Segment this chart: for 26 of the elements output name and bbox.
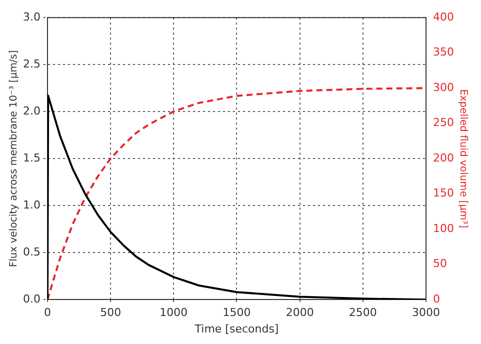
x-tick-label: 0 <box>44 306 51 320</box>
x-axis-title: Time [seconds] <box>194 322 279 336</box>
x-tick-label: 500 <box>100 306 122 320</box>
x-tick-label: 3000 <box>412 306 440 320</box>
y2-tick-label: 100 <box>433 222 454 235</box>
y-tick-label: 0.0 <box>22 292 40 306</box>
y-tick-label: 1.5 <box>22 151 40 164</box>
y2-tick-label: 400 <box>433 10 454 24</box>
x-tick-label: 1000 <box>160 306 188 320</box>
y-tick-label: 2.0 <box>22 104 40 118</box>
y2-tick-label: 150 <box>433 186 454 200</box>
y2-tick-label: 0 <box>433 292 440 306</box>
y2-tick-label: 250 <box>433 116 454 130</box>
y-tick-label: 3.0 <box>22 10 40 24</box>
y-tick-label: 2.5 <box>22 57 40 70</box>
y2-tick-label: 350 <box>433 46 454 59</box>
y-tick-label: 0.5 <box>22 245 40 258</box>
y-axis-title: Flux velocity across membrane 10⁻³ [μm/s] <box>8 50 20 268</box>
x-tick-label: 2500 <box>348 306 377 320</box>
y2-axis-title: Expelled fluid volume [μm³] <box>457 89 468 228</box>
y2-tick-label: 200 <box>433 151 454 164</box>
y-tick-label: 1.0 <box>22 198 40 212</box>
y2-tick-label: 300 <box>433 80 454 94</box>
x-tick-label: 2000 <box>286 306 314 320</box>
y2-tick-label: 50 <box>433 257 448 270</box>
x-tick-label: 1500 <box>222 306 251 320</box>
